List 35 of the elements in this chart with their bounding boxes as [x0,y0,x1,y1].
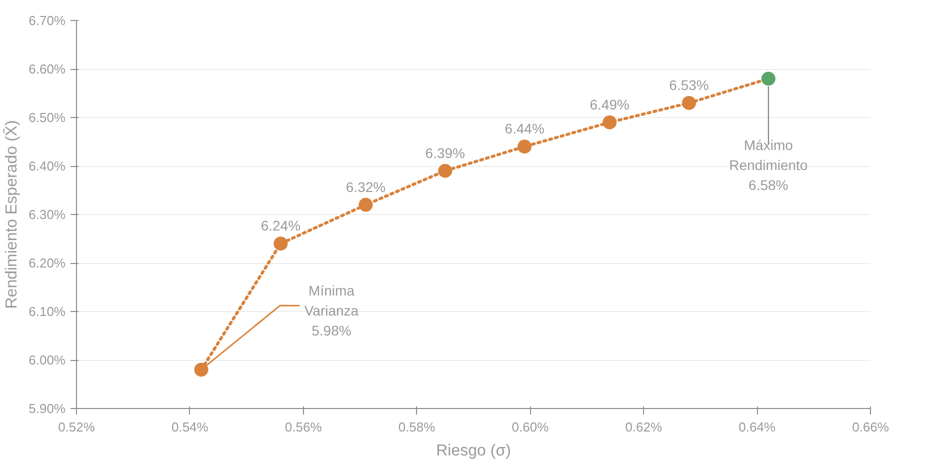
data-label: 6.49% [590,96,630,112]
point [518,140,532,154]
y-tick-label: 6.70% [28,13,66,28]
x-tick-label: 0.64% [738,420,776,434]
data-label: 6.24% [260,218,301,234]
data-label: 6.53% [669,76,709,93]
annotation: Máximo Rendimiento 6.58% [729,136,808,193]
x-tick-label: 0.58% [398,420,436,434]
x-tick-label: 0.62% [625,420,663,434]
point [682,96,696,110]
y-tick-label: 6.50% [28,110,66,125]
y-tick-label: 6.60% [28,62,66,76]
point [602,115,617,130]
point [194,362,208,377]
y-axis-title: Rendimiento Esperado (X̄) [3,120,21,309]
y-tick-label: 5.90% [28,401,66,416]
data-label: 6.32% [346,178,386,195]
x-tick-label: 0.54% [172,420,209,434]
x-tick-label: 0.66% [852,420,890,434]
point [358,198,373,212]
point [438,164,452,178]
y-tick-label: 6.40% [28,158,66,174]
annotation: Mínima Varianza 5.98% [304,282,359,338]
y-tick-label: 6.00% [28,352,66,368]
point [761,72,776,86]
y-tick-label: 6.20% [28,256,66,270]
x-tick-label: 0.52% [58,420,96,434]
x-tick-label: 0.56% [284,420,322,434]
y-tick-label: 6.10% [28,304,66,319]
y-tick-label: 6.30% [28,207,66,222]
data-label: 6.39% [425,144,465,161]
point [274,236,288,251]
x-tick-label: 0.60% [512,420,550,434]
x-axis-title: Riesgo (σ) [436,442,511,460]
data-label: 6.44% [504,120,544,137]
